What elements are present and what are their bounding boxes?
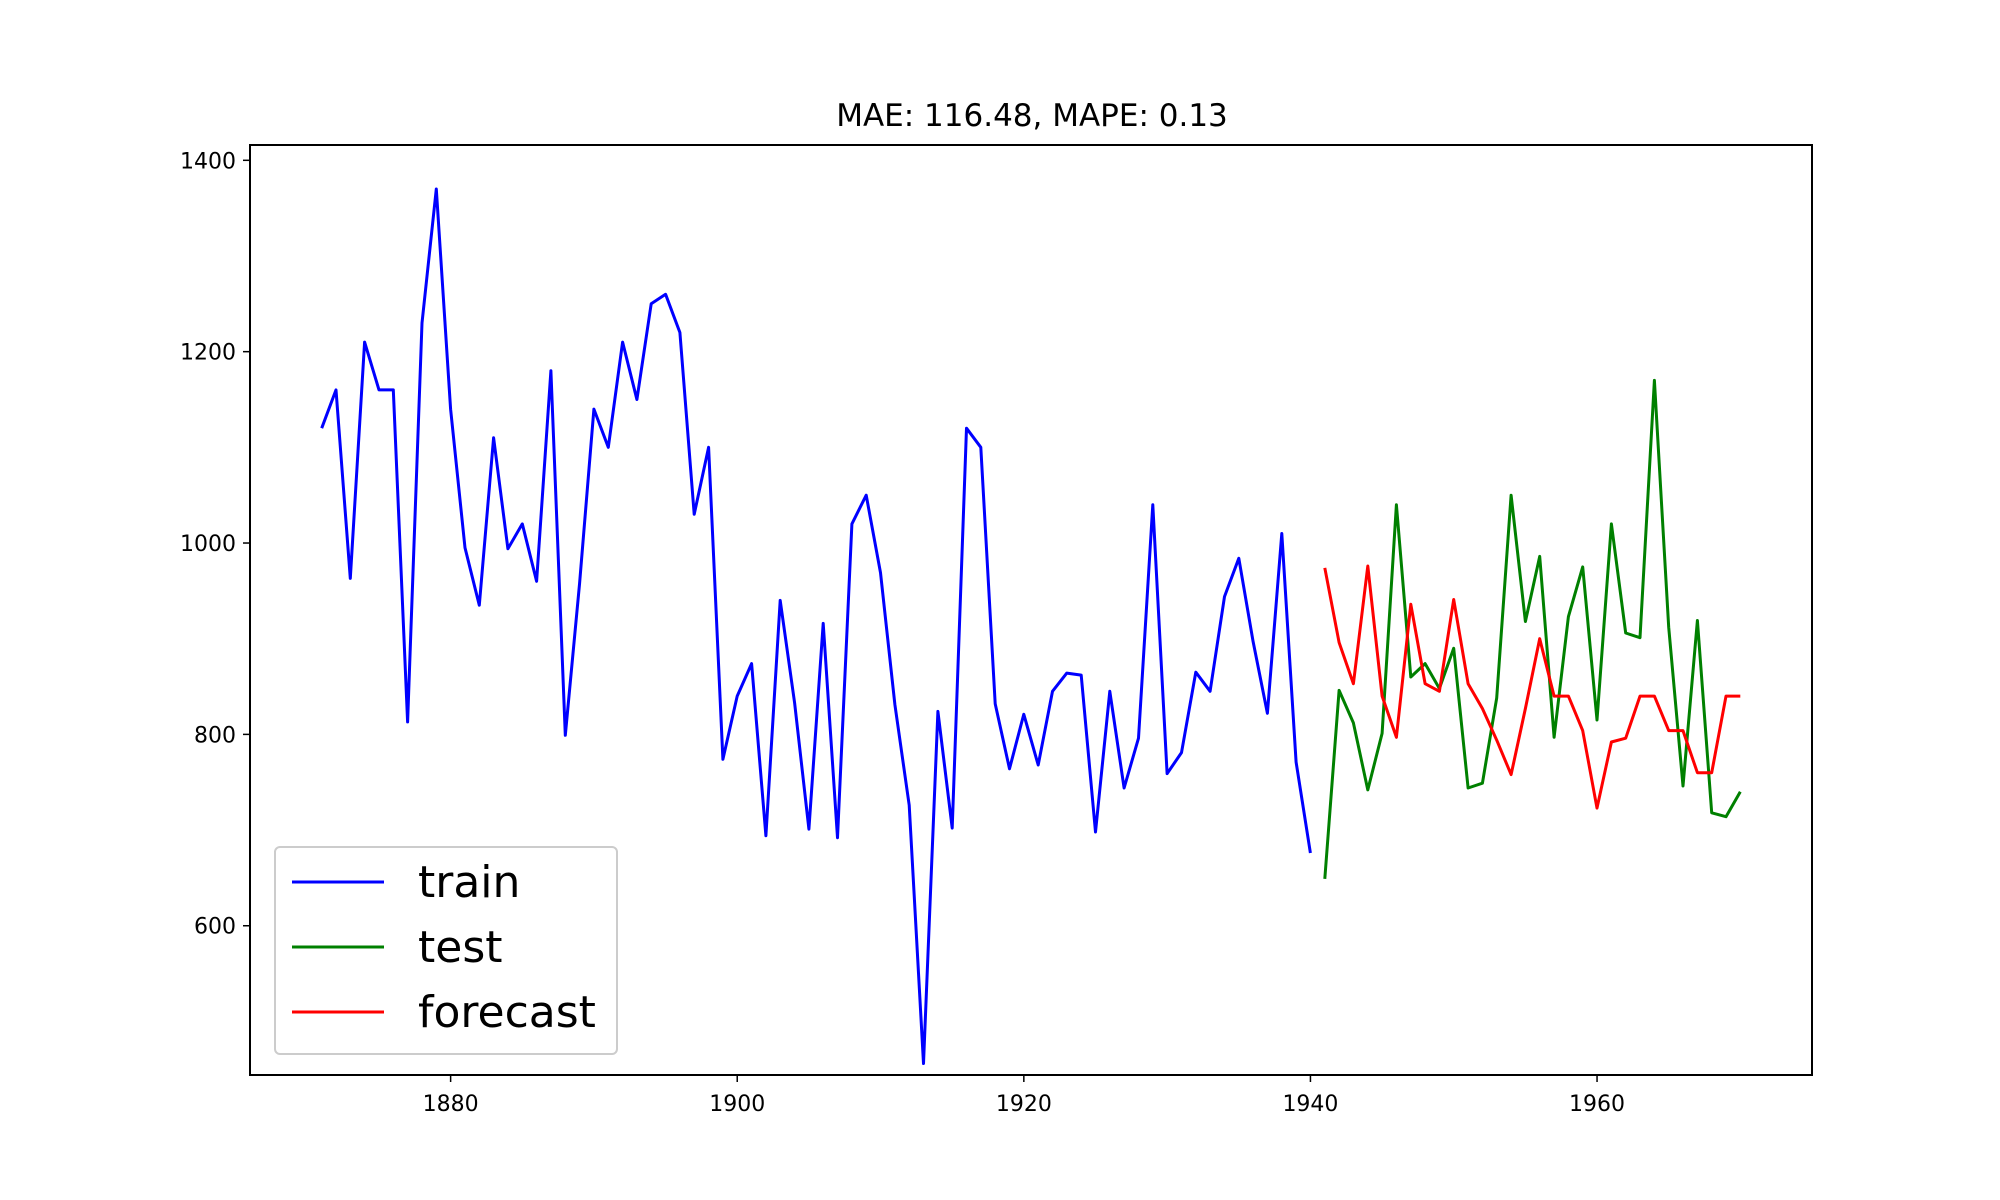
axes-layer: 1880 1900 1920 1940 1960 600 800 1000 1200 1400 — [180, 149, 1625, 1117]
series-layer — [320, 187, 1742, 1065]
plot-frame — [249, 144, 1813, 1076]
chart-title: MAE: 116.48, MAPE: 0.13 — [836, 98, 1228, 134]
x-tick-label: 1960 — [1569, 1092, 1625, 1117]
x-tick-label: 1920 — [996, 1092, 1052, 1117]
series-line-test — [1323, 378, 1742, 880]
legend-label-train: train — [418, 857, 520, 908]
y-tick-label: 1000 — [180, 532, 236, 557]
x-tick-label: 1940 — [1282, 1092, 1338, 1117]
series-line-train — [320, 187, 1312, 1065]
y-tick-label: 1400 — [180, 149, 236, 174]
y-tick-label: 800 — [194, 723, 236, 748]
legend-label-forecast: forecast — [418, 987, 596, 1038]
y-tick-label: 1200 — [180, 341, 236, 366]
series-line-forecast — [1323, 564, 1741, 810]
legend-box — [274, 846, 618, 1055]
x-tick-label: 1880 — [423, 1092, 479, 1117]
legend: train test forecast — [274, 846, 618, 1055]
y-tick-label: 600 — [194, 915, 236, 940]
legend-label-test: test — [418, 922, 503, 973]
x-tick-label: 1900 — [709, 1092, 765, 1117]
